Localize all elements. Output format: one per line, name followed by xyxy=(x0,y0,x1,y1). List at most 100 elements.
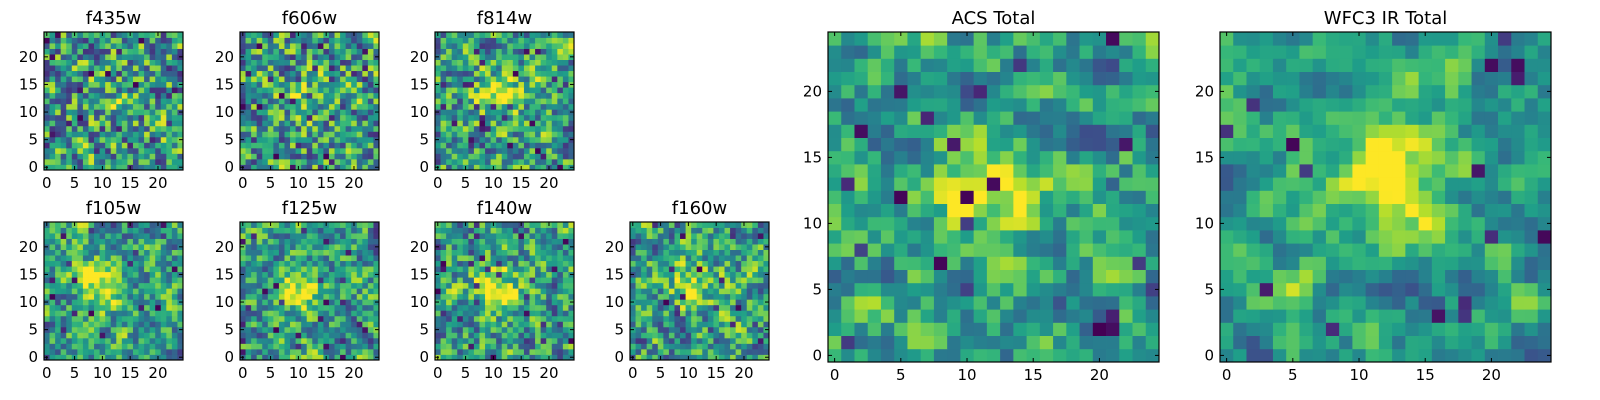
heatmap-cell xyxy=(512,282,519,289)
heatmap-cell xyxy=(351,321,358,328)
heatmap-cell xyxy=(240,65,246,72)
heatmap-cell xyxy=(256,337,263,344)
heatmap-cell xyxy=(490,92,497,99)
heatmap-cell xyxy=(351,266,358,273)
heatmap-cell xyxy=(702,271,709,278)
heatmap-cell xyxy=(1066,203,1080,218)
heatmap-cell xyxy=(479,54,486,60)
y-tick-label: 20 xyxy=(410,238,429,256)
heatmap-cell xyxy=(523,293,530,300)
heatmap-cell xyxy=(457,332,464,339)
heatmap-cell xyxy=(512,332,519,339)
heatmap-cell xyxy=(668,238,675,245)
heatmap-cell xyxy=(94,326,100,333)
heatmap-cell xyxy=(479,244,486,250)
heatmap-cell xyxy=(334,321,341,328)
heatmap-cell xyxy=(345,238,352,245)
heatmap-cell xyxy=(132,354,139,361)
heatmap-cell xyxy=(496,238,503,245)
heatmap-cell xyxy=(501,158,508,165)
heatmap-cell xyxy=(256,343,263,350)
heatmap-cell xyxy=(345,136,352,143)
heatmap-cell xyxy=(518,153,525,160)
heatmap-cell xyxy=(132,222,139,228)
heatmap-cell xyxy=(479,87,486,94)
heatmap-cell xyxy=(177,315,184,322)
heatmap-cell xyxy=(138,65,145,72)
heatmap-cell xyxy=(551,103,558,110)
heatmap-cell xyxy=(535,32,542,38)
heatmap-cell xyxy=(535,153,542,160)
heatmap-cell xyxy=(702,277,709,284)
heatmap-cell xyxy=(240,277,246,284)
heatmap-cell xyxy=(1092,243,1107,257)
heatmap-cell xyxy=(973,282,988,297)
heatmap-cell xyxy=(334,238,341,245)
heatmap-cell xyxy=(273,98,280,105)
heatmap-cell xyxy=(674,244,681,250)
heatmap-cell xyxy=(523,249,530,256)
heatmap-cell xyxy=(356,114,363,121)
heatmap-cell xyxy=(920,216,935,231)
heatmap-cell xyxy=(457,293,464,300)
heatmap-cell xyxy=(680,354,686,361)
heatmap-cell xyxy=(518,282,525,289)
heatmap-cell xyxy=(323,326,330,333)
heatmap-cell xyxy=(367,76,374,83)
heatmap-cell xyxy=(116,164,123,171)
heatmap-cell xyxy=(512,54,519,60)
heatmap-cell xyxy=(328,238,335,245)
heatmap-cell xyxy=(696,282,703,289)
heatmap-cell xyxy=(485,354,491,361)
heatmap-cell xyxy=(312,32,319,38)
heatmap-cell xyxy=(735,332,742,339)
heatmap-cell xyxy=(462,315,469,322)
heatmap-cell xyxy=(1145,164,1160,178)
heatmap-cell xyxy=(312,43,319,49)
heatmap-cell xyxy=(256,332,263,339)
heatmap-cell xyxy=(71,87,78,94)
heatmap-cell xyxy=(557,260,564,267)
heatmap-cell xyxy=(562,87,569,94)
heatmap-cell xyxy=(77,48,84,55)
heatmap-cell xyxy=(295,48,302,55)
heatmap-cell xyxy=(490,54,497,60)
heatmap-cell xyxy=(551,147,558,154)
heatmap-cell xyxy=(105,76,112,83)
heatmap-cell xyxy=(256,348,263,355)
heatmap-cell xyxy=(121,227,128,234)
heatmap-cell xyxy=(518,293,525,300)
heatmap-cell xyxy=(435,120,441,127)
heatmap-cell xyxy=(121,321,128,328)
heatmap-cell xyxy=(312,337,319,344)
heatmap-cell xyxy=(245,343,252,350)
heatmap-cell xyxy=(446,153,453,160)
heatmap-cell xyxy=(1013,322,1027,336)
heatmap-cell xyxy=(724,293,731,300)
heatmap-cell xyxy=(323,288,330,295)
heatmap-cell xyxy=(702,244,709,250)
heatmap-cell xyxy=(245,227,252,234)
heatmap-cell xyxy=(507,136,514,143)
heatmap-cell xyxy=(490,136,497,143)
heatmap-cell xyxy=(735,343,742,350)
heatmap-cell xyxy=(66,54,73,60)
heatmap-cell xyxy=(166,310,173,317)
heatmap-cell xyxy=(507,282,514,289)
heatmap-cell xyxy=(127,233,134,239)
heatmap-cell xyxy=(245,32,252,38)
heatmap-cell xyxy=(562,315,569,322)
heatmap-cell xyxy=(66,238,73,245)
heatmap-cell xyxy=(718,244,725,250)
heatmap-cell xyxy=(138,277,145,284)
heatmap-cell xyxy=(562,293,569,300)
heatmap-cell xyxy=(1039,335,1054,350)
heatmap-cell xyxy=(841,150,855,165)
heatmap-cell xyxy=(490,81,497,88)
heatmap-cell xyxy=(99,76,106,83)
heatmap-cell xyxy=(71,125,78,132)
heatmap-cell xyxy=(256,271,263,278)
heatmap-cell xyxy=(334,65,341,72)
heatmap-cell xyxy=(479,136,486,143)
heatmap-cell xyxy=(562,92,569,99)
